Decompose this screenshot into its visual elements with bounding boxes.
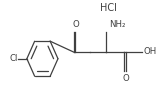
Text: HCl: HCl <box>100 3 117 13</box>
Text: NH₂: NH₂ <box>110 20 126 29</box>
Text: Cl: Cl <box>9 54 17 63</box>
Text: O: O <box>73 20 79 29</box>
Text: O: O <box>123 74 130 83</box>
Text: OH: OH <box>144 47 157 56</box>
